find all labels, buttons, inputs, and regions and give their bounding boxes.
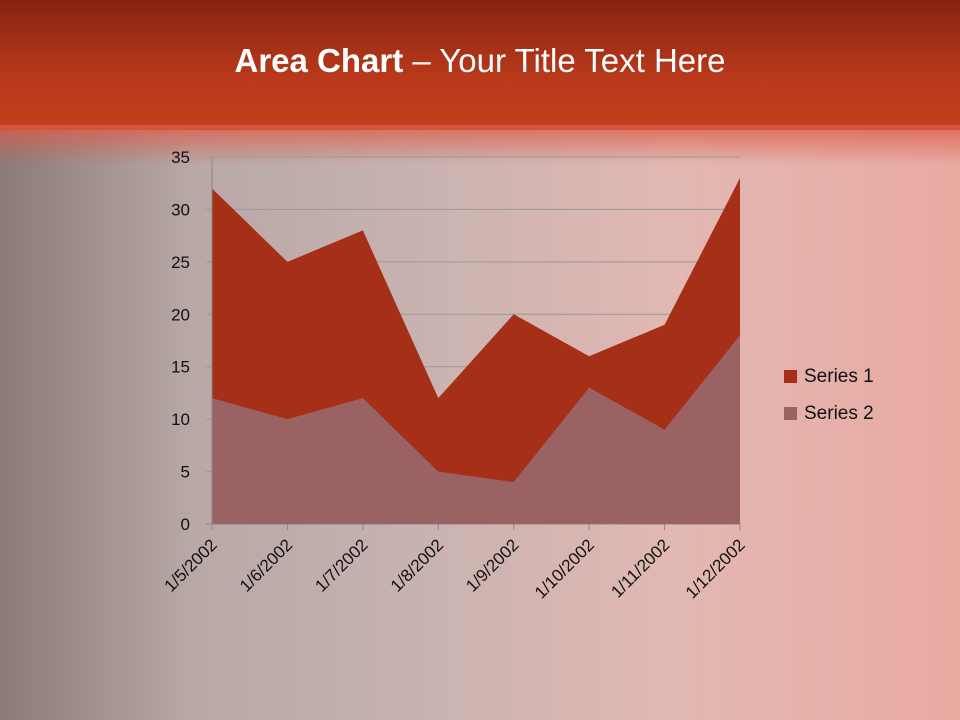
y-tick-label: 35: [171, 148, 190, 167]
legend-label: Series 1: [804, 365, 874, 387]
area-series-2: [212, 335, 740, 524]
x-tick-label: 1/6/2002: [236, 535, 296, 595]
x-tick-label: 1/5/2002: [161, 535, 221, 595]
x-tick-label: 1/11/2002: [607, 535, 673, 601]
x-tick-label: 1/8/2002: [387, 535, 447, 595]
header-fade: [0, 125, 960, 165]
y-tick-label: 5: [181, 463, 190, 482]
legend-label: Series 2: [804, 402, 874, 424]
y-tick-label: 15: [171, 358, 190, 377]
y-tick-label: 20: [171, 305, 190, 324]
x-tick-label: 1/10/2002: [531, 535, 598, 602]
title-bar: [0, 0, 960, 130]
title-bold: Area Chart: [234, 42, 404, 79]
y-tick-label: 10: [171, 410, 190, 429]
y-tick-label: 25: [171, 253, 190, 272]
legend-swatch: [784, 370, 797, 383]
y-tick-label: 30: [171, 200, 190, 219]
slide-title: Area Chart – Your Title Text Here: [0, 42, 960, 80]
title-rest: – Your Title Text Here: [403, 42, 726, 79]
y-tick-label: 0: [181, 515, 190, 534]
x-tick-label: 1/9/2002: [462, 535, 522, 595]
x-tick-label: 1/7/2002: [311, 535, 371, 595]
legend-item: Series 1: [784, 358, 874, 395]
legend: Series 1 Series 2: [784, 358, 874, 432]
x-tick-label: 1/12/2002: [682, 535, 749, 602]
legend-swatch: [784, 407, 797, 420]
legend-item: Series 2: [784, 395, 874, 432]
